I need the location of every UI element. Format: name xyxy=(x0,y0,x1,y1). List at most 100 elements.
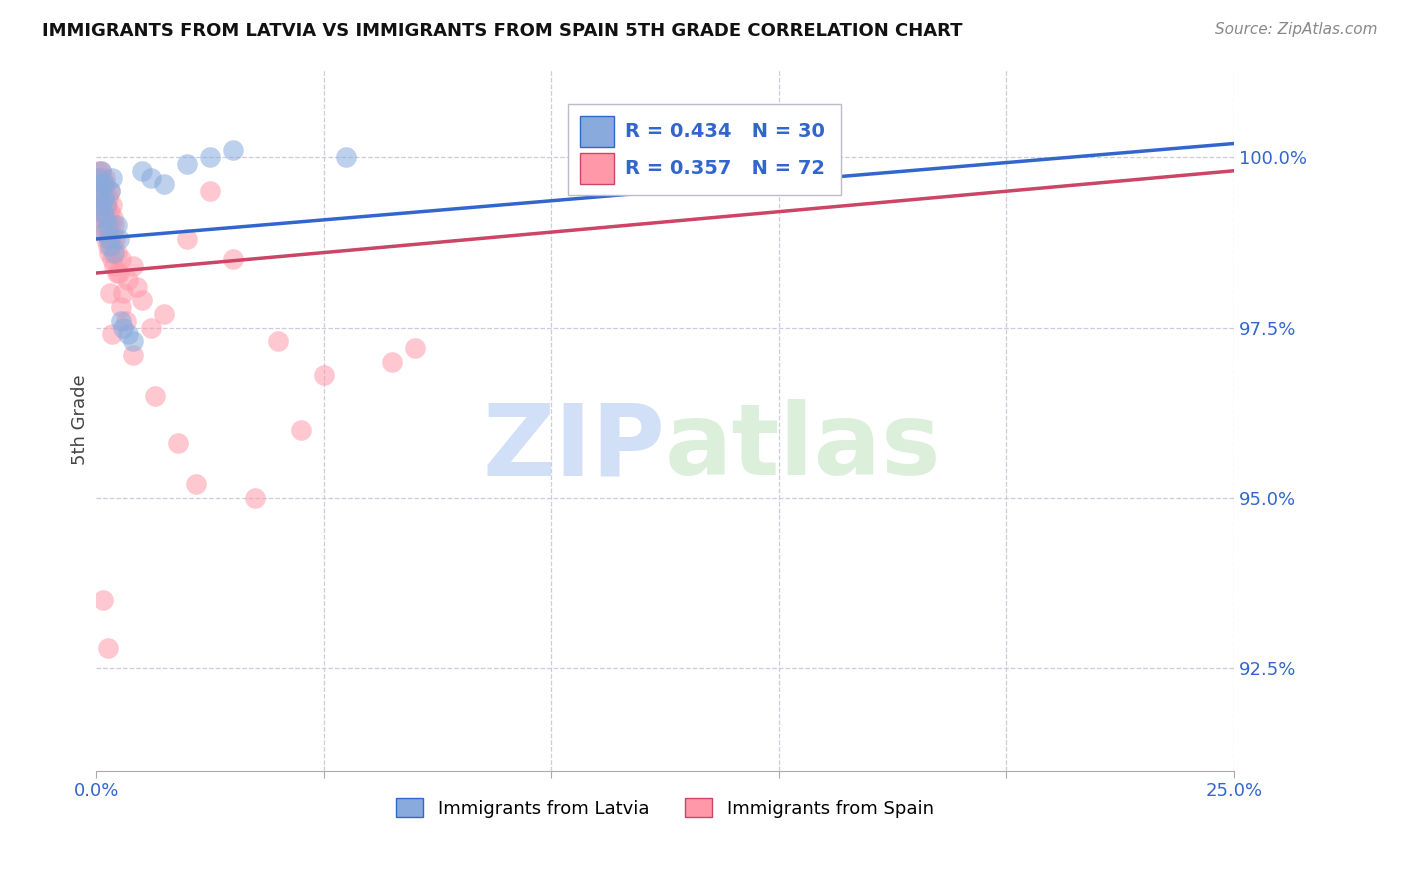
Point xyxy=(112,286,135,301)
Point xyxy=(89,184,111,198)
Text: R = 0.434   N = 30: R = 0.434 N = 30 xyxy=(626,121,825,141)
Point xyxy=(90,163,112,178)
Point xyxy=(90,198,112,212)
Point xyxy=(89,184,111,198)
Point xyxy=(101,252,124,267)
Point xyxy=(97,245,120,260)
Point xyxy=(89,170,111,185)
Point xyxy=(91,211,114,226)
Point xyxy=(101,327,124,342)
Point xyxy=(167,436,190,450)
Text: Source: ZipAtlas.com: Source: ZipAtlas.com xyxy=(1215,22,1378,37)
Point xyxy=(94,178,117,192)
Point xyxy=(91,219,114,233)
Point xyxy=(86,163,108,178)
Point xyxy=(98,184,121,198)
Point xyxy=(103,211,125,226)
Point xyxy=(98,204,121,219)
Point xyxy=(222,252,245,267)
Point xyxy=(186,477,208,491)
Point xyxy=(121,334,143,349)
Point xyxy=(89,204,111,219)
Point xyxy=(96,232,118,246)
Point xyxy=(91,593,114,607)
Point xyxy=(94,170,117,185)
Point xyxy=(90,178,112,192)
Point xyxy=(381,354,404,368)
Point xyxy=(90,198,112,212)
Point xyxy=(117,273,139,287)
Point xyxy=(87,170,110,185)
Point xyxy=(110,314,132,328)
Point xyxy=(97,640,120,655)
Point xyxy=(101,170,124,185)
Point xyxy=(198,150,221,164)
Point xyxy=(143,389,166,403)
Point xyxy=(335,150,357,164)
Point xyxy=(93,204,115,219)
Point xyxy=(101,239,124,253)
Point xyxy=(91,191,114,205)
Point xyxy=(153,178,176,192)
Point xyxy=(97,239,120,253)
Point xyxy=(121,259,143,273)
Point xyxy=(222,144,245,158)
Point xyxy=(96,198,118,212)
Point xyxy=(91,225,114,239)
Point xyxy=(139,320,162,334)
Point xyxy=(110,252,132,267)
Point xyxy=(103,219,125,233)
Point xyxy=(131,163,153,178)
Point xyxy=(104,232,127,246)
Point xyxy=(90,184,112,198)
Point xyxy=(93,225,115,239)
Point xyxy=(108,266,131,280)
Point xyxy=(94,211,117,226)
Point xyxy=(90,178,112,192)
Point xyxy=(139,170,162,185)
Point xyxy=(105,219,128,233)
Point xyxy=(96,198,118,212)
Point xyxy=(87,191,110,205)
Point xyxy=(100,219,122,233)
Point xyxy=(267,334,290,349)
Point xyxy=(90,170,112,185)
Point xyxy=(94,184,117,198)
Point xyxy=(245,491,267,505)
Point xyxy=(90,163,112,178)
FancyBboxPatch shape xyxy=(579,153,614,185)
Point xyxy=(98,239,121,253)
Point xyxy=(93,191,115,205)
Point xyxy=(101,198,124,212)
Point xyxy=(97,219,120,233)
Point xyxy=(127,279,149,293)
Point xyxy=(97,225,120,239)
Text: atlas: atlas xyxy=(665,400,942,496)
Point xyxy=(97,232,120,246)
Point xyxy=(108,232,131,246)
Text: IMMIGRANTS FROM LATVIA VS IMMIGRANTS FROM SPAIN 5TH GRADE CORRELATION CHART: IMMIGRANTS FROM LATVIA VS IMMIGRANTS FRO… xyxy=(42,22,963,40)
Point xyxy=(112,320,135,334)
Point xyxy=(97,204,120,219)
Point xyxy=(105,245,128,260)
FancyBboxPatch shape xyxy=(579,116,614,147)
Point xyxy=(290,423,312,437)
FancyBboxPatch shape xyxy=(568,103,841,195)
Point xyxy=(91,178,114,192)
Point xyxy=(93,191,115,205)
Point xyxy=(98,286,121,301)
Point xyxy=(100,232,122,246)
Point xyxy=(87,178,110,192)
Point xyxy=(176,232,198,246)
Point xyxy=(98,184,121,198)
Point xyxy=(153,307,176,321)
Point xyxy=(176,157,198,171)
Point xyxy=(312,368,335,383)
Point xyxy=(105,266,128,280)
Text: R = 0.357   N = 72: R = 0.357 N = 72 xyxy=(626,159,825,178)
Point xyxy=(97,211,120,226)
Legend: Immigrants from Latvia, Immigrants from Spain: Immigrants from Latvia, Immigrants from … xyxy=(389,791,941,825)
Point xyxy=(131,293,153,308)
Point xyxy=(117,327,139,342)
Point xyxy=(121,348,143,362)
